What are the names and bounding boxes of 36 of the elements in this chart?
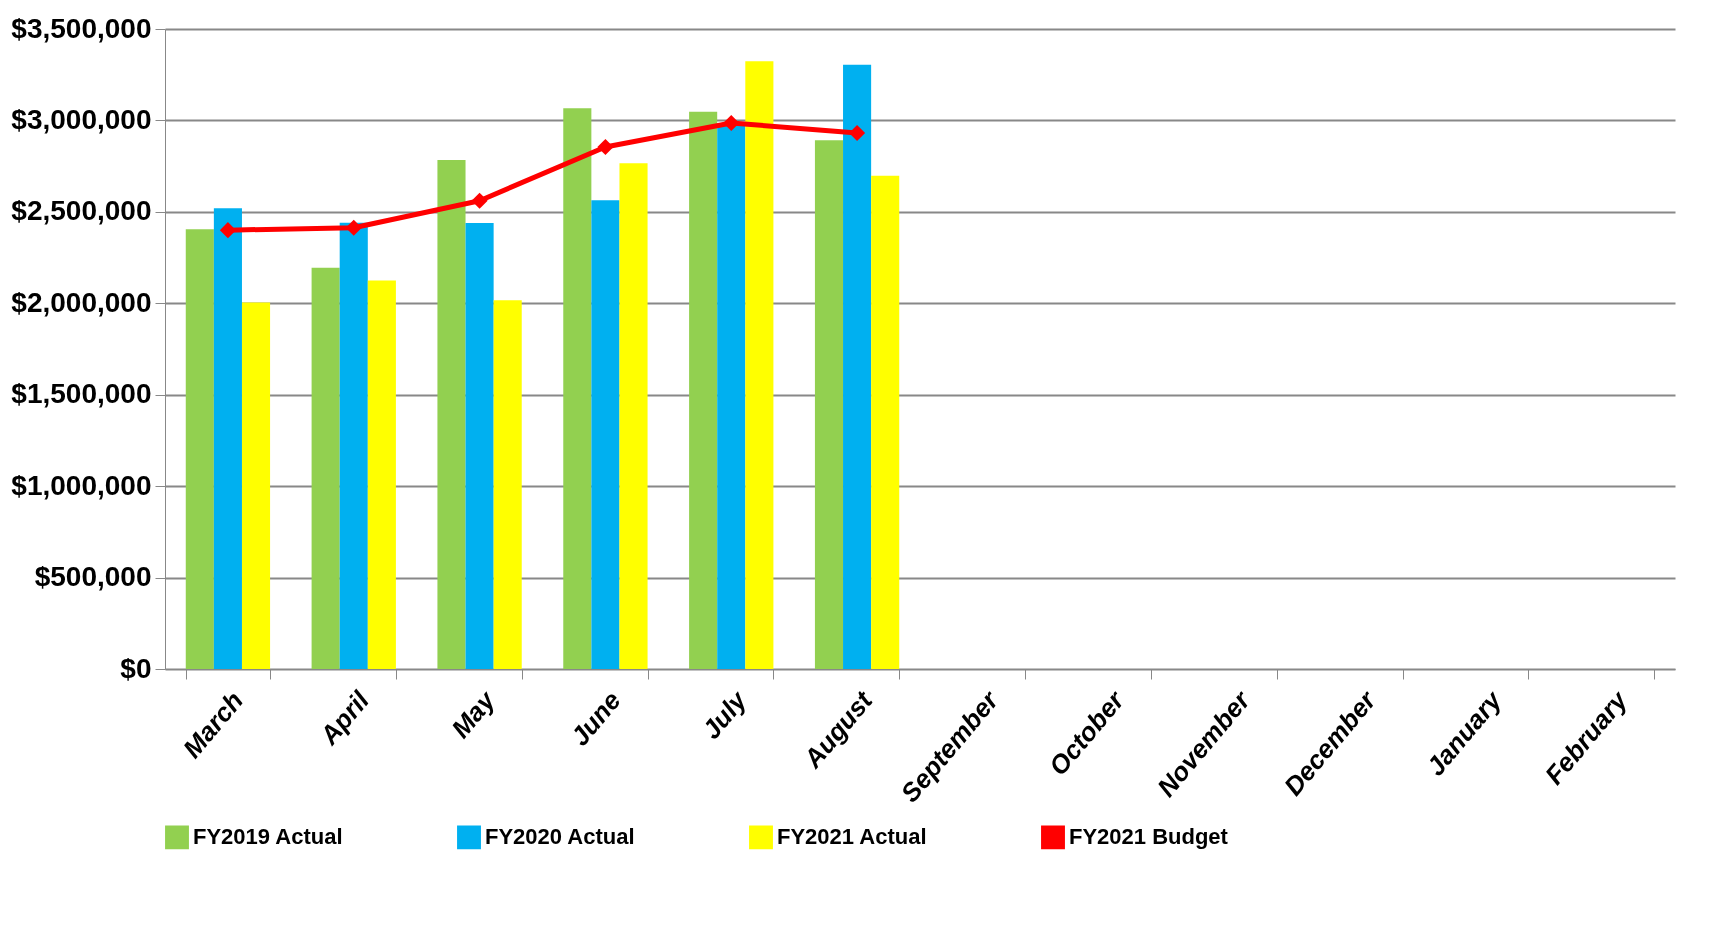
bar — [871, 175, 900, 669]
legend-label: FY2020 Actual — [485, 824, 635, 850]
y-tick-label: $2,500,000 — [11, 195, 152, 227]
bar — [437, 160, 466, 669]
bar — [745, 61, 774, 669]
y-tick-label: $500,000 — [34, 561, 152, 593]
bar — [493, 300, 522, 669]
legend-label: FY2019 Actual — [193, 824, 343, 850]
bar — [619, 163, 648, 669]
point — [345, 219, 362, 236]
y-tick-label: $0 — [120, 652, 152, 684]
bar — [591, 200, 620, 669]
bar — [689, 111, 718, 669]
y-tick-label: $1,000,000 — [11, 469, 152, 501]
bar — [241, 302, 271, 669]
bar — [339, 222, 368, 669]
bar — [465, 223, 494, 669]
point — [723, 114, 740, 132]
bar — [717, 124, 746, 669]
bar — [814, 140, 844, 669]
bar — [367, 280, 396, 669]
point — [471, 192, 488, 209]
y-tick-label: $3,500,000 — [11, 12, 152, 44]
legend-label: FY2021 Actual — [777, 824, 927, 850]
y-tick-label: $2,000,000 — [11, 286, 152, 318]
bar — [185, 229, 214, 669]
bar — [563, 108, 592, 669]
point — [219, 222, 236, 239]
legend-label: FY2021 Budget — [1069, 824, 1229, 850]
point — [849, 124, 866, 142]
y-tick-label: $3,000,000 — [11, 103, 152, 135]
y-tick-label: $1,500,000 — [11, 378, 152, 410]
bar — [213, 208, 242, 669]
bar — [311, 267, 340, 669]
point — [597, 138, 614, 155]
bar — [843, 64, 872, 669]
